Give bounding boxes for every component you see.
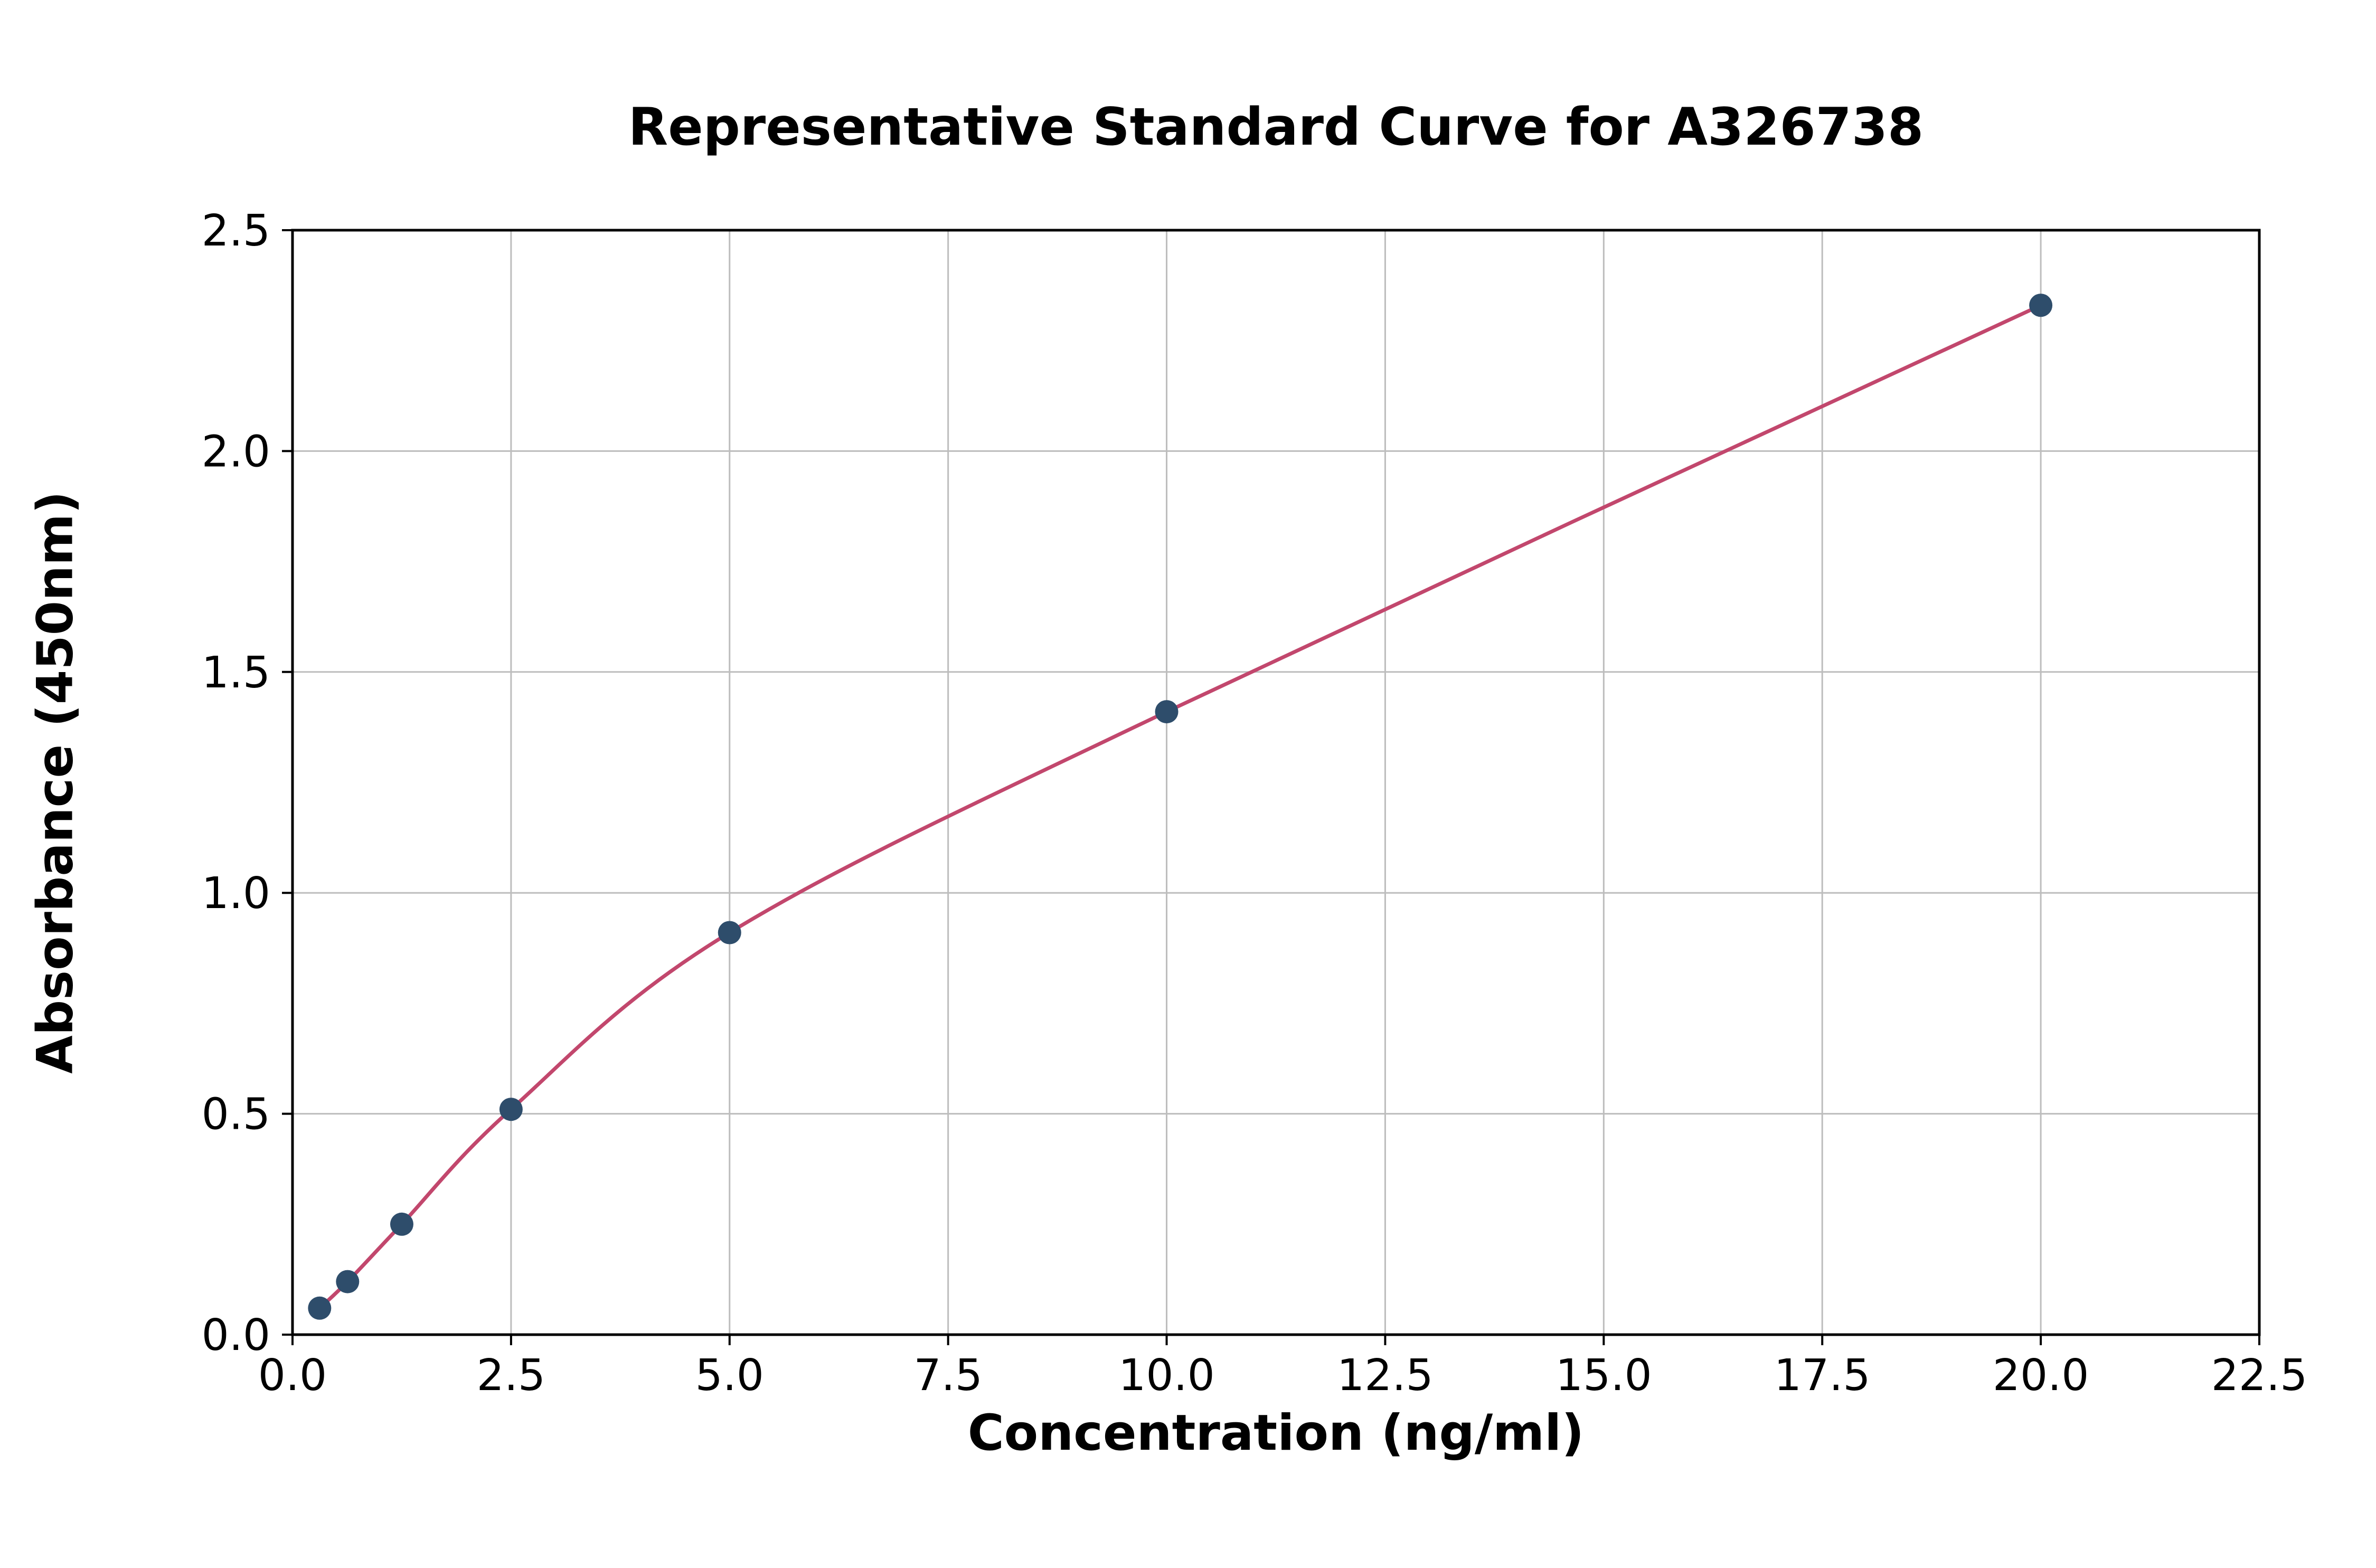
y-tick-label: 2.0: [202, 427, 270, 477]
y-tick-label: 0.5: [202, 1090, 270, 1140]
x-tick-label: 10.0: [1118, 1350, 1215, 1401]
plot-border: [291, 229, 2261, 1336]
data-point: [308, 1296, 332, 1320]
x-tick-label: 15.0: [1555, 1350, 1652, 1401]
x-tick-label: 0.0: [258, 1350, 327, 1401]
y-tick-label: 2.5: [202, 206, 270, 256]
data-point: [1155, 700, 1178, 724]
x-tick-label: 5.0: [695, 1350, 764, 1401]
x-tick-label: 22.5: [2211, 1350, 2308, 1401]
data-point: [2029, 294, 2053, 317]
data-point: [718, 921, 741, 944]
fit-curve: [317, 303, 2043, 1310]
x-tick-label: 12.5: [1337, 1350, 1434, 1401]
x-tick-label: 7.5: [913, 1350, 982, 1401]
chart-title: Representative Standard Curve for A32673…: [628, 97, 1924, 157]
x-axis-label: Concentration (ng/ml): [967, 1404, 1585, 1462]
x-tick-label: 20.0: [1993, 1350, 2089, 1401]
data-point: [390, 1212, 413, 1236]
y-tick-label: 1.0: [202, 868, 270, 919]
y-tick-label: 1.5: [202, 648, 270, 698]
data-point: [336, 1270, 360, 1293]
y-tick-label: 0.0: [202, 1310, 270, 1361]
x-tick-label: 2.5: [477, 1350, 545, 1401]
data-point: [499, 1098, 523, 1121]
x-tick-label: 17.5: [1774, 1350, 1871, 1401]
y-axis-label: Absorbance (450nm): [26, 491, 84, 1074]
